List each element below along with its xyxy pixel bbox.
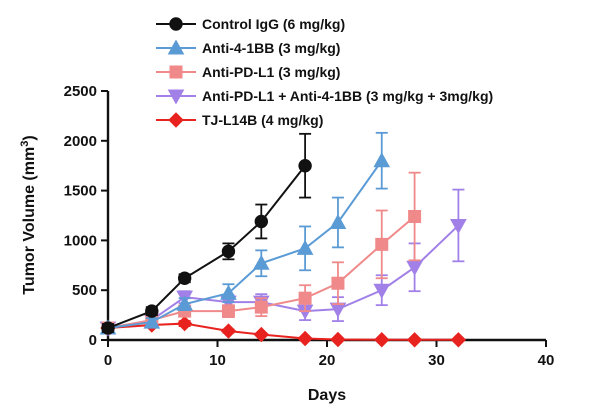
series-1 <box>101 132 312 335</box>
y-tick-label: 2000 <box>64 133 97 150</box>
data-point <box>296 239 314 255</box>
data-point <box>176 315 193 332</box>
legend-label: Anti-PD-L1 + Anti-4-1BB (3 mg/kg + 3mg/k… <box>202 88 493 104</box>
data-point <box>254 214 268 229</box>
data-point <box>297 330 313 347</box>
legend-entry-4: Anti-PD-L1 + Anti-4-1BB (3 mg/kg + 3mg/k… <box>156 88 493 105</box>
y-tick-label: 1000 <box>64 232 97 249</box>
legend-entry-5: TJ-L14B (4 mg/kg) <box>156 112 323 128</box>
data-point <box>330 331 346 348</box>
x-tick-label: 20 <box>319 352 336 369</box>
data-point <box>145 304 159 318</box>
data-point <box>220 323 237 339</box>
data-point <box>221 304 235 318</box>
data-point <box>220 284 237 300</box>
y-tick-label: 1500 <box>64 183 97 200</box>
x-tick-label: 40 <box>538 352 555 369</box>
data-point <box>450 218 467 234</box>
x-ticks: 0 10 20 30 40 <box>104 340 555 369</box>
series-2 <box>99 131 391 335</box>
y-axis-title-superscript: 3 <box>19 141 31 147</box>
data-point <box>450 332 467 348</box>
y-axis-title-close: ) <box>21 135 38 140</box>
data-point <box>177 271 192 285</box>
data-point <box>408 209 422 223</box>
data-point <box>298 159 312 173</box>
legend-marker <box>169 17 183 31</box>
legend-entry-1: Control IgG (6 mg/kg) <box>156 16 345 32</box>
legend-label: Control IgG (6 mg/kg) <box>202 16 345 32</box>
data-point <box>406 332 423 348</box>
data-point <box>374 331 390 348</box>
y-ticks: 0 500 1000 1500 2000 2500 <box>64 83 108 349</box>
legend-marker <box>168 112 184 128</box>
data-point <box>254 300 268 314</box>
data-point <box>373 283 391 299</box>
axes <box>106 91 546 342</box>
data-point <box>331 276 345 290</box>
legend-marker <box>167 89 185 105</box>
legend: Control IgG (6 mg/kg) Anti-4-1BB (3 mg/kg… <box>156 16 493 128</box>
data-point <box>298 291 312 305</box>
data-point <box>406 260 423 276</box>
series-line <box>107 322 459 341</box>
y-tick-label: 0 <box>89 332 97 349</box>
y-axis-title-main: Tumor Volume (mm <box>21 147 38 295</box>
x-tick-label: 30 <box>428 352 445 369</box>
data-point <box>101 321 115 335</box>
series-line <box>107 165 306 329</box>
series-layer <box>99 131 467 348</box>
x-tick-label: 10 <box>209 352 226 369</box>
legend-entry-3: Anti-PD-L1 (3 mg/kg) <box>156 64 340 80</box>
data-point <box>176 295 193 311</box>
legend-label: TJ-L14B (4 mg/kg) <box>202 112 323 128</box>
data-point <box>329 213 347 229</box>
x-tick-label: 0 <box>104 352 112 369</box>
legend-label: Anti-4-1BB (3 mg/kg) <box>202 40 340 56</box>
legend-label: Anti-PD-L1 (3 mg/kg) <box>202 64 340 80</box>
x-axis-title: Days <box>308 387 346 404</box>
data-point <box>252 254 270 270</box>
legend-marker <box>169 65 183 79</box>
legend-marker <box>167 39 185 55</box>
data-point <box>375 237 389 251</box>
y-tick-label: 500 <box>72 282 97 299</box>
y-tick-label: 2500 <box>64 83 97 100</box>
data-point <box>221 244 236 259</box>
data-point <box>143 313 161 329</box>
data-point <box>373 152 391 168</box>
data-point <box>253 326 270 343</box>
y-axis-title: Tumor Volume (mm3) <box>19 135 38 294</box>
series-line <box>107 224 460 330</box>
legend-entry-2: Anti-4-1BB (3 mg/kg) <box>156 39 340 56</box>
